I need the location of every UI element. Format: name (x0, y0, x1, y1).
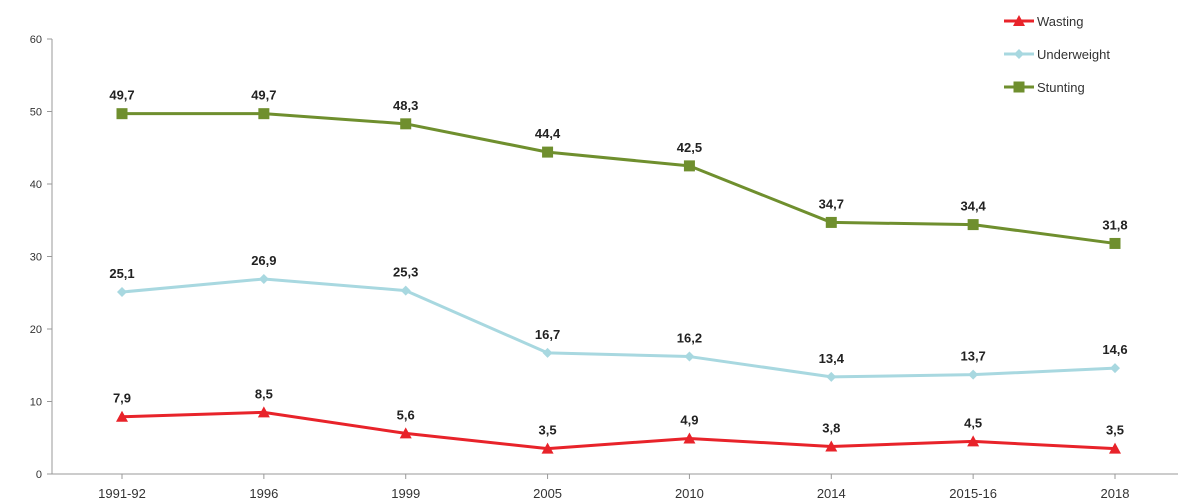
stunting-data-label: 49,7 (109, 88, 134, 103)
underweight-point (684, 351, 695, 362)
legend-label-underweight: Underweight (1037, 47, 1110, 62)
stunting-data-label: 34,4 (960, 199, 986, 214)
wasting-data-label: 8,5 (255, 386, 273, 401)
underweight-data-label: 25,3 (393, 265, 418, 280)
underweight-point (1110, 363, 1120, 374)
underweight-line (121, 277, 1116, 379)
stunting-data-label: 42,5 (677, 140, 702, 155)
underweight-data-label: 25,1 (109, 266, 134, 281)
legend-item-wasting: Wasting (1004, 14, 1083, 29)
stunting-point (116, 108, 128, 120)
stunting-point (258, 108, 270, 120)
wasting-data-label: 4,5 (964, 415, 982, 430)
stunting-point (683, 160, 695, 172)
stunting-data-label: 31,8 (1102, 217, 1127, 232)
y-tick-label: 50 (30, 107, 42, 119)
legend-label-stunting: Stunting (1037, 80, 1085, 95)
legend-label-wasting: Wasting (1037, 14, 1083, 29)
wasting-point (541, 442, 554, 454)
series-underweight: 25,1 26,9 25,3 16,7 16,2 13,4 13,7 14,6 (109, 253, 1128, 382)
wasting-data-label: 7,9 (113, 391, 131, 406)
y-tick-label: 10 (30, 397, 42, 409)
y-tick-label: 40 (30, 179, 42, 191)
x-tick-label: 1999 (391, 486, 420, 499)
legend-marker-wasting (1013, 15, 1025, 26)
x-tick-label: 2010 (675, 486, 704, 499)
wasting-point (116, 410, 128, 422)
wasting-data-label: 4,9 (680, 412, 698, 427)
series-stunting: 49,7 49,7 48,3 44,4 42,5 34,7 34,4 31,8 (109, 88, 1128, 249)
legend-marker-stunting (1013, 81, 1025, 93)
legend-marker-underweight (1014, 49, 1024, 59)
underweight-point (542, 347, 553, 358)
y-tick-label: 0 (36, 469, 42, 481)
series-wasting: 7,9 8,5 5,6 3,5 4,9 3,8 4,5 3,5 (113, 386, 1124, 454)
wasting-data-label: 5,6 (397, 407, 415, 422)
wasting-data-label: 3,5 (539, 423, 557, 438)
x-tick-label: 2014 (817, 486, 846, 499)
underweight-data-label: 16,7 (535, 327, 560, 342)
underweight-point (258, 273, 269, 284)
wasting-line (121, 410, 1116, 451)
underweight-data-label: 26,9 (251, 253, 276, 268)
stunting-data-label: 48,3 (393, 98, 418, 113)
stunting-point (967, 219, 979, 231)
stunting-line (122, 112, 1116, 245)
underweight-data-label: 13,7 (960, 349, 985, 364)
stunting-point (825, 216, 837, 228)
underweight-data-label: 13,4 (819, 351, 845, 366)
stunting-data-label: 34,7 (819, 196, 844, 211)
stunting-data-label: 49,7 (251, 88, 276, 103)
stunting-point (542, 146, 554, 158)
legend-item-stunting: Stunting (1004, 80, 1085, 95)
wasting-point (1109, 442, 1121, 454)
underweight-point (400, 285, 411, 296)
axes: 0 10 20 30 40 50 60 1991-92 1996 1999 2005 2010 2014… (30, 34, 1178, 499)
legend-item-underweight: Underweight (1004, 47, 1110, 62)
x-tick-label: 1996 (249, 486, 278, 499)
y-tick-label: 30 (30, 252, 42, 264)
wasting-data-label: 3,5 (1106, 423, 1124, 438)
underweight-data-label: 14,6 (1102, 342, 1127, 357)
x-tick-label: 2005 (533, 486, 562, 499)
legend: Wasting Underweight Stunting (1004, 14, 1110, 95)
wasting-point (967, 435, 980, 447)
wasting-point (399, 427, 412, 439)
x-tick-label: 2018 (1101, 486, 1130, 499)
x-tick-label: 2015-16 (949, 486, 997, 499)
stunting-point (1109, 237, 1121, 249)
x-tick-label: 1991-92 (98, 486, 146, 499)
underweight-point (968, 369, 979, 380)
stunting-point (400, 118, 412, 130)
underweight-point (117, 287, 127, 298)
underweight-data-label: 16,2 (677, 331, 702, 346)
wasting-point (825, 440, 838, 452)
y-tick-label: 60 (30, 34, 42, 46)
wasting-data-label: 3,8 (822, 420, 840, 435)
wasting-point (257, 406, 270, 418)
wasting-point (683, 432, 696, 444)
y-tick-label: 20 (30, 324, 42, 336)
underweight-point (826, 371, 837, 382)
stunting-data-label: 44,4 (535, 126, 561, 141)
